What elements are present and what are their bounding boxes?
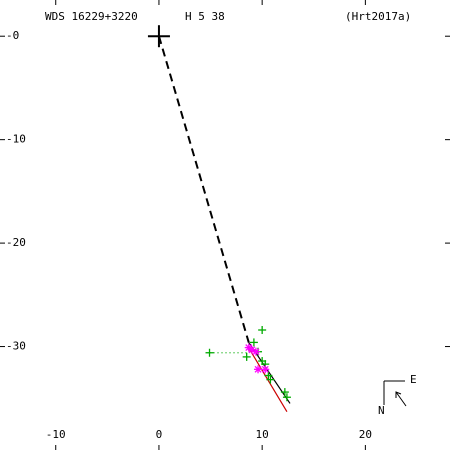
compass: E N [378,373,417,417]
y-tick-label: -30 [6,340,26,353]
y-tick-label: -10 [6,133,26,146]
observation [205,348,214,357]
observation [258,326,267,334]
chart-subtitle: H 5 38 [185,10,225,23]
y-tick-label: -0 [6,29,19,42]
compass-arrow [395,391,407,407]
observation [266,375,275,384]
compass-arrowhead [395,391,402,398]
observation [247,345,256,354]
x-tick-label: 20 [359,428,372,441]
marker-stroke [252,348,260,356]
compass-east-label: E [410,373,417,386]
x-tick-label: 0 [156,428,163,441]
observation [264,371,273,380]
orbit-line [249,349,288,413]
chart-title: WDS 16229+3220 [45,10,138,23]
x-tick-label: -10 [46,428,66,441]
x-tick-label: 10 [256,428,269,441]
marker-stroke [254,365,262,373]
y-tick-label: -20 [6,236,26,249]
observation [254,365,263,374]
marker-stroke [248,346,256,354]
observation [258,357,267,366]
observation [280,388,289,397]
marker-stroke [245,344,253,352]
compass-north-label: N [378,404,385,417]
reference: (Hrt2017a) [345,10,411,23]
orbit-line [157,35,250,343]
observation [249,338,258,347]
observation [282,393,291,402]
observation [242,352,251,361]
marker-stroke [261,365,269,373]
observation [261,365,270,374]
